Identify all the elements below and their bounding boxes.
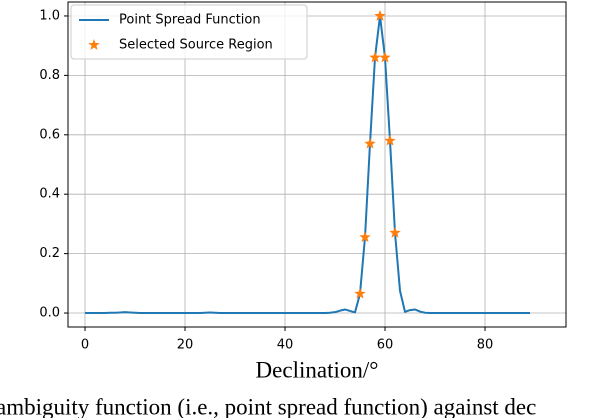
caption: ambiguity function (i.e., point spread f… — [0, 394, 536, 418]
star-marker — [389, 226, 401, 238]
star-marker — [374, 9, 386, 21]
line — [85, 14, 530, 315]
star-marker — [354, 287, 366, 299]
star-marker — [364, 137, 376, 149]
legend-label: Point Spread Function — [119, 13, 261, 28]
x-tick-label: 60 — [377, 338, 394, 353]
star-marker — [384, 134, 396, 146]
star-marker — [379, 51, 391, 63]
x-axis-label: Declination/° — [256, 357, 379, 382]
y-tick-label: 0.2 — [39, 246, 60, 261]
legend-marker — [88, 39, 100, 50]
y-tick-label: 0.6 — [39, 127, 60, 142]
y-tick-label: 0.0 — [39, 306, 60, 321]
plot-frame — [67, 1, 567, 328]
x-tick-label: 0 — [81, 338, 89, 353]
legend-label: Selected Source Region — [119, 38, 273, 53]
x-tick-label: 80 — [477, 338, 494, 353]
legend-box — [70, 4, 308, 60]
y-tick-label: 0.4 — [39, 187, 60, 202]
star-marker — [359, 231, 371, 243]
x-tick-label: 20 — [177, 338, 194, 353]
y-tick-label: 0.8 — [39, 68, 60, 83]
star-marker — [369, 51, 381, 63]
y-tick-label: 1.0 — [39, 8, 60, 23]
x-tick-label: 40 — [277, 338, 294, 353]
